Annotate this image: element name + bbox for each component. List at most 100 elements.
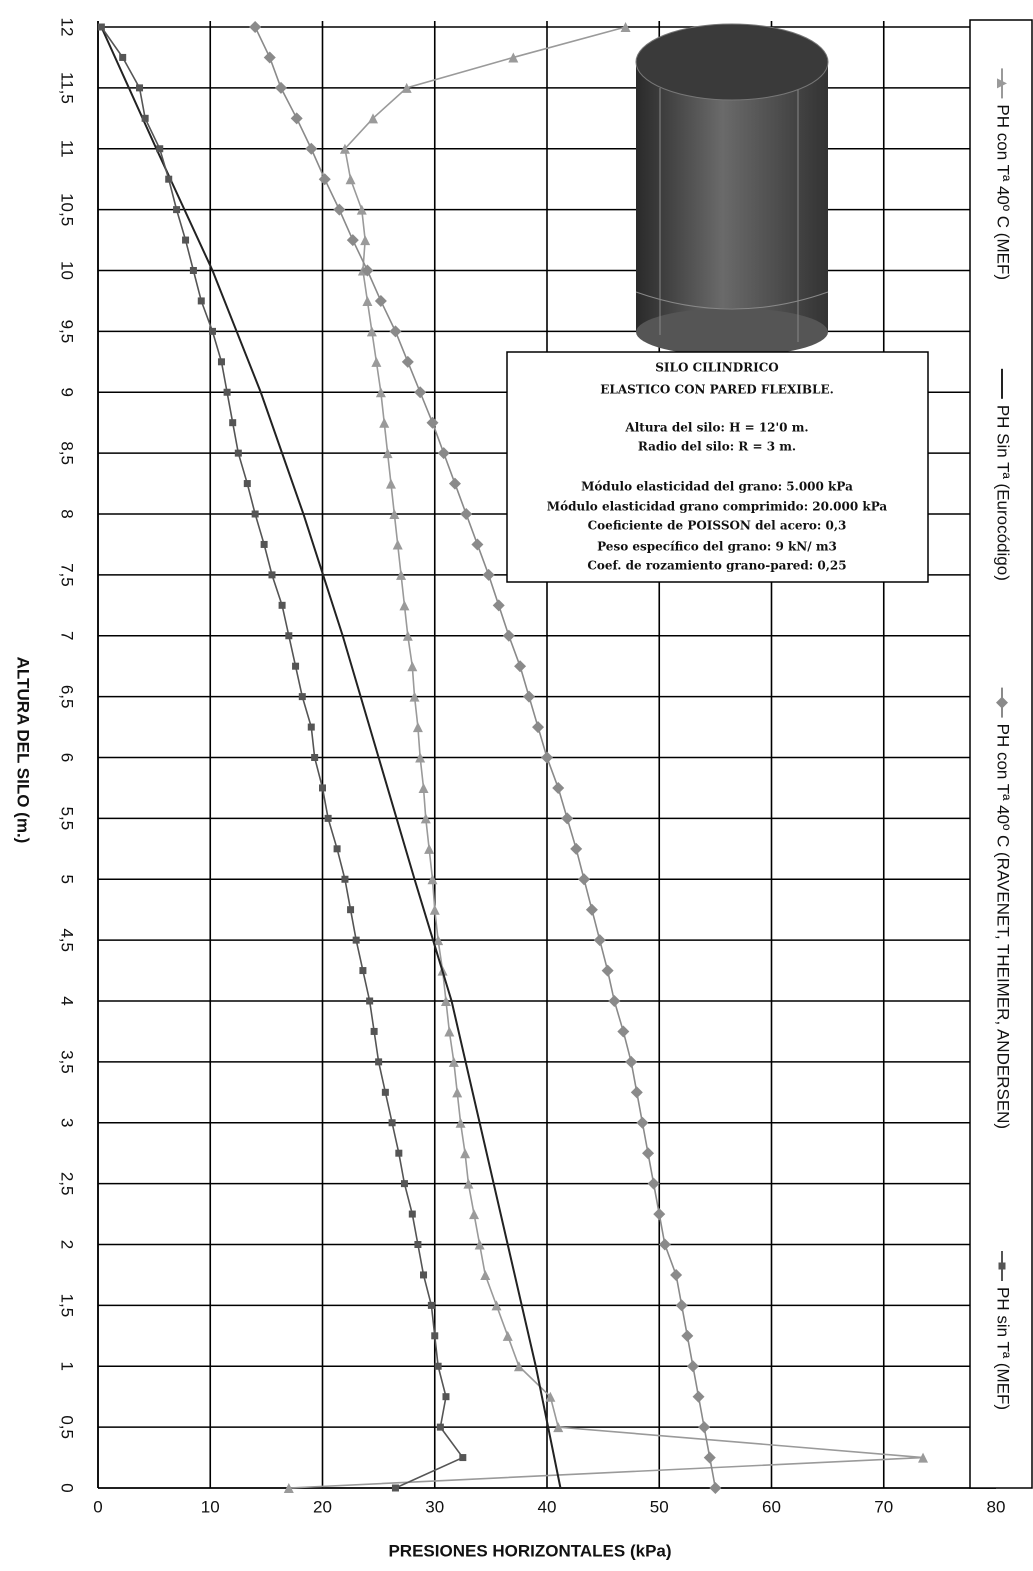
x-tick-label: 0: [93, 1497, 102, 1516]
point: [362, 296, 372, 306]
y-tick-label: 4,5: [58, 928, 77, 952]
point: [442, 1393, 449, 1400]
point: [346, 174, 356, 184]
point: [586, 904, 598, 916]
point: [420, 1271, 427, 1278]
point: [275, 82, 287, 94]
y-tick-label: 8: [58, 509, 77, 518]
point: [325, 815, 332, 822]
point: [359, 967, 366, 974]
point: [625, 1056, 637, 1068]
point: [480, 1270, 490, 1280]
point: [341, 876, 348, 883]
point: [570, 843, 582, 855]
point: [493, 599, 505, 611]
y-tick-label: 6,5: [58, 685, 77, 709]
point: [119, 54, 126, 61]
point: [389, 1119, 396, 1126]
x-tick-label: 80: [987, 1497, 1006, 1516]
point: [437, 1424, 444, 1431]
chart: SILO CILINDRICOELASTICO CON PARED FLEXIB…: [0, 0, 1033, 1571]
annotation-line: Módulo elasticidad grano comprimido: 20.…: [547, 500, 888, 514]
point: [311, 754, 318, 761]
x-axis-title: PRESIONES HORIZONTALES (kPa): [388, 1541, 671, 1560]
point: [173, 206, 180, 213]
point: [427, 417, 439, 429]
point: [483, 569, 495, 581]
point: [319, 173, 331, 185]
point: [469, 1209, 479, 1219]
y-tick-label: 2,5: [58, 1172, 77, 1196]
point: [459, 1454, 466, 1461]
point: [444, 1026, 454, 1036]
y-tick-label: 6: [58, 753, 77, 762]
silo-illustration: [636, 24, 828, 356]
point: [552, 782, 564, 794]
point: [414, 386, 426, 398]
y-tick-label: 0,5: [58, 1415, 77, 1439]
y-tick-label: 3: [58, 1118, 77, 1127]
y-tick-label: 11: [58, 140, 77, 158]
y-tick-label: 3,5: [58, 1050, 77, 1074]
legend-label: PH sin Tª (MEF): [994, 1287, 1013, 1410]
point: [389, 325, 401, 337]
point: [449, 478, 461, 490]
point: [319, 784, 326, 791]
point: [371, 1028, 378, 1035]
y-tick-label: 5: [58, 875, 77, 884]
point: [190, 267, 197, 274]
silo-body: [636, 62, 828, 332]
x-tick-label: 50: [650, 1497, 669, 1516]
y-tick-label: 9,5: [58, 320, 77, 344]
x-tick-label: 60: [762, 1497, 781, 1516]
point: [264, 51, 276, 63]
point: [698, 1421, 710, 1433]
point: [347, 906, 354, 913]
point: [291, 112, 303, 124]
point: [285, 632, 292, 639]
point: [409, 1211, 416, 1218]
legend-entry: PH con Tª 40º C (RAVENET, THEIMER, ANDER…: [994, 688, 1013, 1130]
point: [471, 538, 483, 550]
point: [371, 357, 381, 367]
point: [261, 541, 268, 548]
point: [642, 1147, 654, 1159]
point: [523, 691, 535, 703]
point: [414, 1241, 421, 1248]
silo-top: [636, 24, 828, 100]
point: [670, 1269, 682, 1281]
y-tick-label: 11,5: [58, 72, 77, 104]
point: [333, 204, 345, 216]
x-tick-label: 10: [201, 1497, 220, 1516]
y-tick-label: 10: [58, 261, 77, 280]
point: [631, 1086, 643, 1098]
y-tick-label: 9: [58, 388, 77, 397]
point: [541, 752, 553, 764]
y-tick-label: 1,5: [58, 1294, 77, 1318]
point: [299, 693, 306, 700]
legend: PH con Tª 40º C (MEF)PH Sin Tª (Eurocódi…: [970, 20, 1032, 1488]
point: [419, 783, 429, 793]
point: [617, 1025, 629, 1037]
point: [399, 600, 409, 610]
y-tick-label: 8,5: [58, 441, 77, 465]
point: [252, 511, 259, 518]
y-tick-label: 1: [58, 1362, 77, 1371]
annotation-line: Módulo elasticidad del grano: 5.000 kPa: [581, 480, 853, 494]
x-tick-label: 20: [313, 1497, 332, 1516]
annotation-line: Coeficiente de POISSON del acero: 0,3: [588, 519, 847, 533]
point: [704, 1452, 716, 1464]
point: [249, 21, 261, 33]
point: [353, 937, 360, 944]
page: SILO CILINDRICOELASTICO CON PARED FLEXIB…: [0, 0, 1033, 1571]
annotation-line: ELASTICO CON PARED FLEXIBLE.: [600, 383, 834, 397]
point: [142, 115, 149, 122]
point: [395, 1150, 402, 1157]
x-tick-label: 30: [425, 1497, 444, 1516]
point: [503, 630, 515, 642]
point: [386, 479, 396, 489]
point: [431, 1332, 438, 1339]
point: [347, 234, 359, 246]
legend-label: PH con Tª 40º C (MEF): [994, 104, 1013, 280]
point: [508, 52, 518, 62]
